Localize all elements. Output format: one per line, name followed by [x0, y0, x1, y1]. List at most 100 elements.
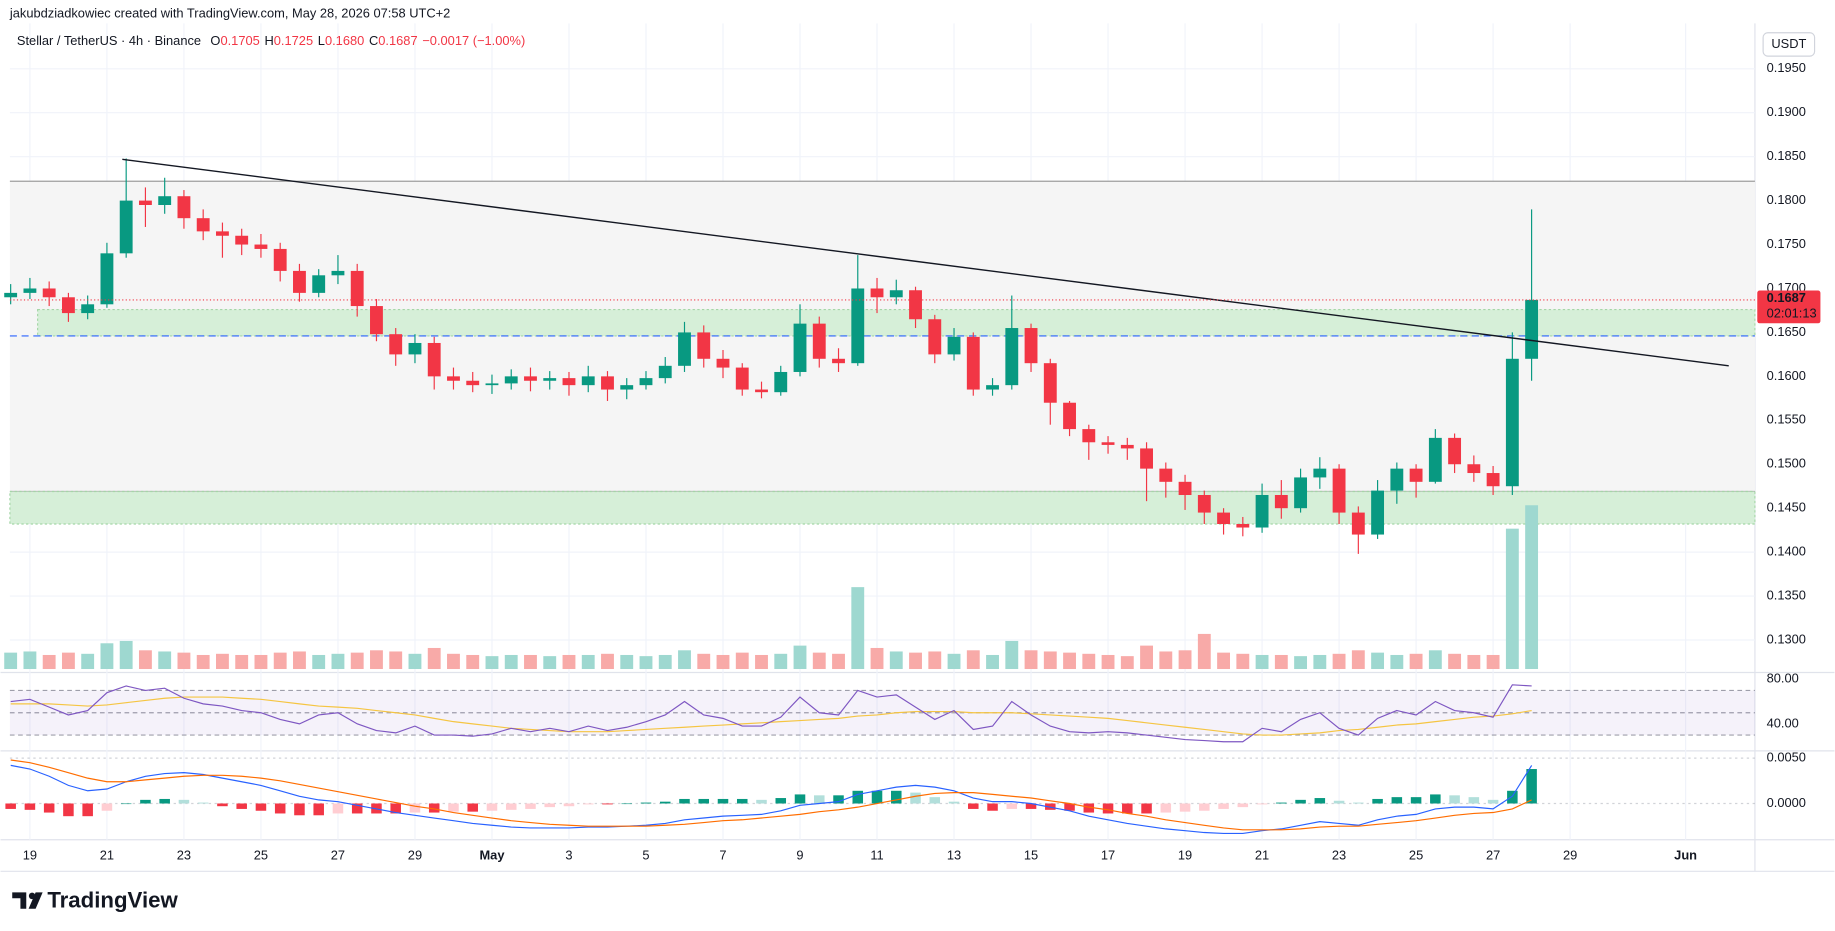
- volume-bar: [1005, 640, 1019, 670]
- candle-body: [42, 288, 56, 298]
- x-tick-label: 25: [1409, 848, 1423, 863]
- candle-body: [947, 336, 961, 355]
- candle-body: [1505, 358, 1519, 487]
- macd-histogram: [294, 803, 305, 816]
- symbol-legend: Stellar / TetherUS · 4h · Binance O0.1705…: [17, 33, 525, 48]
- macd-histogram: [1410, 797, 1422, 804]
- candle-body: [4, 292, 18, 298]
- ohlc-change: −0.0017 (−1.00%): [422, 33, 525, 48]
- plot-layer: 19 21 23 25 27 29 May 3 5 7 9 11 13 15 17 19 21 23 25 27 29 J…: [4, 60, 1821, 863]
- volume-bar: [1486, 654, 1500, 670]
- macd-histogram: [814, 795, 825, 804]
- volume-bar: [273, 652, 287, 670]
- macd-histogram: [1372, 798, 1383, 804]
- y-tick-label: 0.1900: [1767, 104, 1806, 119]
- volume-bar: [832, 653, 845, 670]
- volume-bar: [466, 654, 480, 670]
- macd-line: [10, 764, 1533, 835]
- volume-bar: [735, 652, 749, 670]
- candle-body: [755, 389, 768, 393]
- volume-bar: [1159, 651, 1173, 670]
- y-tick-label: 0.1800: [1767, 192, 1806, 207]
- x-tick-label: May: [479, 848, 505, 863]
- candle-body: [1255, 495, 1269, 528]
- volume-bar: [774, 653, 788, 670]
- volume-bar: [1082, 653, 1096, 670]
- candle-body: [466, 380, 480, 386]
- macd-histogram: [351, 803, 363, 814]
- candle-body: [1371, 490, 1385, 535]
- volume-bar: [196, 654, 210, 670]
- macd-histogram: [24, 803, 36, 810]
- candle-body: [1140, 448, 1153, 469]
- macd-histogram: [1468, 797, 1480, 804]
- macd-histogram: [1237, 803, 1249, 808]
- y-tick-label: 0.1550: [1767, 412, 1806, 427]
- macd-histogram: [159, 798, 170, 804]
- y-tick-label: 0.1400: [1767, 544, 1806, 559]
- volume-bar: [158, 651, 172, 670]
- macd-histogram: [313, 803, 324, 816]
- x-tick-label: 23: [1332, 848, 1346, 863]
- currency-button[interactable]: [1762, 32, 1816, 57]
- macd-line: [10, 759, 1532, 831]
- volume-bar: [1525, 505, 1539, 670]
- volume-bar: [42, 654, 56, 670]
- volume-bar: [581, 654, 595, 670]
- volume-bar: [4, 652, 18, 670]
- volume-bar: [1294, 656, 1308, 670]
- macd-histogram: [1218, 803, 1229, 809]
- macd-histogram: [1391, 797, 1403, 804]
- candle-body: [735, 367, 749, 390]
- volume-bar: [350, 652, 364, 670]
- candle-body: [639, 378, 653, 386]
- x-tick-label: 21: [1255, 848, 1269, 863]
- countdown: 02:01:13: [1767, 305, 1817, 320]
- macd-histogram: [505, 803, 517, 810]
- candle-body: [350, 270, 364, 307]
- ohlc-key: C: [369, 33, 378, 48]
- candle-body: [774, 371, 788, 393]
- symbol: Stellar / TetherUS · 4h · Binance: [17, 33, 201, 48]
- ohlc-value: 0.1680: [325, 33, 364, 48]
- x-tick-label: 19: [1178, 848, 1192, 863]
- volume-bar: [504, 654, 518, 670]
- macd-histogram: [1526, 769, 1537, 804]
- volume-bar: [755, 654, 768, 670]
- macd-histogram: [390, 803, 401, 814]
- ohlc-value: 0.1705: [220, 33, 259, 48]
- volume-bar: [678, 650, 691, 670]
- candle-body: [216, 231, 229, 236]
- macd-histogram: [544, 803, 555, 808]
- macd-histogram: [659, 801, 671, 804]
- volume-bar: [716, 654, 730, 670]
- candle-body: [235, 235, 249, 245]
- volume-bar: [889, 651, 903, 670]
- macd-histogram: [602, 803, 613, 805]
- candle-body: [1274, 495, 1288, 509]
- candle-body: [1197, 495, 1211, 513]
- macd-histogram: [679, 798, 690, 804]
- volume-bar: [1332, 653, 1346, 670]
- macd-histogram: [1141, 803, 1152, 814]
- volume-bar: [177, 652, 191, 670]
- candle-body: [851, 288, 865, 364]
- macd-histogram: [1064, 803, 1075, 811]
- volume-bar: [389, 651, 403, 670]
- candle-body: [312, 275, 326, 293]
- macd-histogram: [852, 790, 864, 804]
- volume-bar: [947, 653, 961, 670]
- volume-bar: [697, 653, 711, 670]
- volume-bar: [1217, 652, 1230, 670]
- volume-bar: [1467, 654, 1481, 670]
- x-tick-label: 27: [331, 848, 345, 863]
- candle-body: [1525, 299, 1539, 359]
- volume-bar: [119, 640, 133, 670]
- volume-bar: [986, 654, 999, 670]
- macd-histogram: [987, 803, 998, 811]
- candle-body: [543, 378, 557, 381]
- candle-body: [1313, 468, 1327, 478]
- volume-bar: [235, 654, 249, 670]
- volume-bar: [216, 653, 229, 670]
- macd-histogram: [274, 803, 286, 814]
